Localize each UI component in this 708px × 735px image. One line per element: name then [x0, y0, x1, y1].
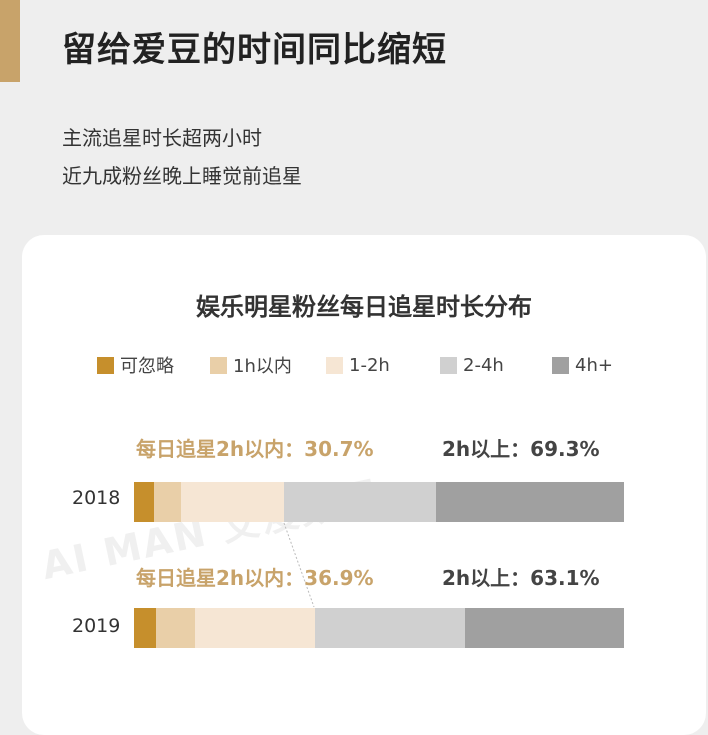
summary-over-2h-2018: 2h以上：69.3% [442, 437, 600, 461]
legend-swatch-negligible [97, 356, 114, 374]
legend-label-2-4h: 2-4h [463, 354, 504, 376]
legend-swatch-2-4h [440, 356, 457, 374]
bar-segment-2018-under-1h [153, 482, 181, 522]
stacked-bar-2019 [134, 608, 624, 648]
row-label-2019: 2019 [72, 615, 121, 637]
legend-label-under-1h: 1h以内 [233, 356, 292, 377]
summary-within-2h-2018: 每日追星2h以内：30.7% [136, 437, 374, 461]
bar-segment-2019-2-4h [314, 608, 465, 648]
bar-segment-2019-1-2h [195, 608, 315, 648]
legend-swatch-1-2h [326, 356, 343, 374]
legend-item-negligible: 可忽略 [97, 353, 174, 377]
summary-over-2h-2019: 2h以上：63.1% [442, 566, 600, 590]
title-accent-bar [0, 0, 20, 82]
legend-item-4h-plus: 4h+ [552, 353, 613, 377]
bar-segment-2019-4h-plus [464, 608, 624, 648]
page-title: 留给爱豆的时间同比缩短 [62, 30, 447, 70]
stacked-bar-2018 [134, 482, 624, 522]
row-label-2018: 2018 [72, 487, 121, 509]
subtitle-line-2: 近九成粉丝晚上睡觉前追星 [62, 164, 302, 188]
legend-item-under-1h: 1h以内 [210, 353, 292, 377]
bar-segment-2018-2-4h [284, 482, 437, 522]
bar-segment-2018-4h-plus [436, 482, 624, 522]
bar-segment-2018-negligible [134, 482, 154, 522]
bar-segment-2018-1-2h [180, 482, 285, 522]
legend-label-1-2h: 1-2h [349, 354, 390, 376]
subtitle-line-1: 主流追星时长超两小时 [62, 126, 262, 150]
bar-segment-2019-negligible [134, 608, 157, 648]
chart-legend: 可忽略 1h以内 1-2h 2-4h 4h+ [22, 353, 706, 377]
legend-swatch-under-1h [210, 356, 227, 374]
summary-within-2h-2019: 每日追星2h以内：36.9% [136, 566, 374, 590]
legend-item-2-4h: 2-4h [440, 353, 504, 377]
legend-swatch-4h-plus [552, 356, 569, 374]
bar-segment-2019-under-1h [156, 608, 196, 648]
chart-title: 娱乐明星粉丝每日追星时长分布 [196, 293, 532, 321]
chart-card: AI MAN 艾漫数据 娱乐明星粉丝每日追星时长分布 可忽略 1h以内 1-2h… [22, 235, 706, 735]
legend-label-4h-plus: 4h+ [575, 354, 613, 376]
legend-label-negligible: 可忽略 [120, 356, 174, 377]
legend-item-1-2h: 1-2h [326, 353, 390, 377]
